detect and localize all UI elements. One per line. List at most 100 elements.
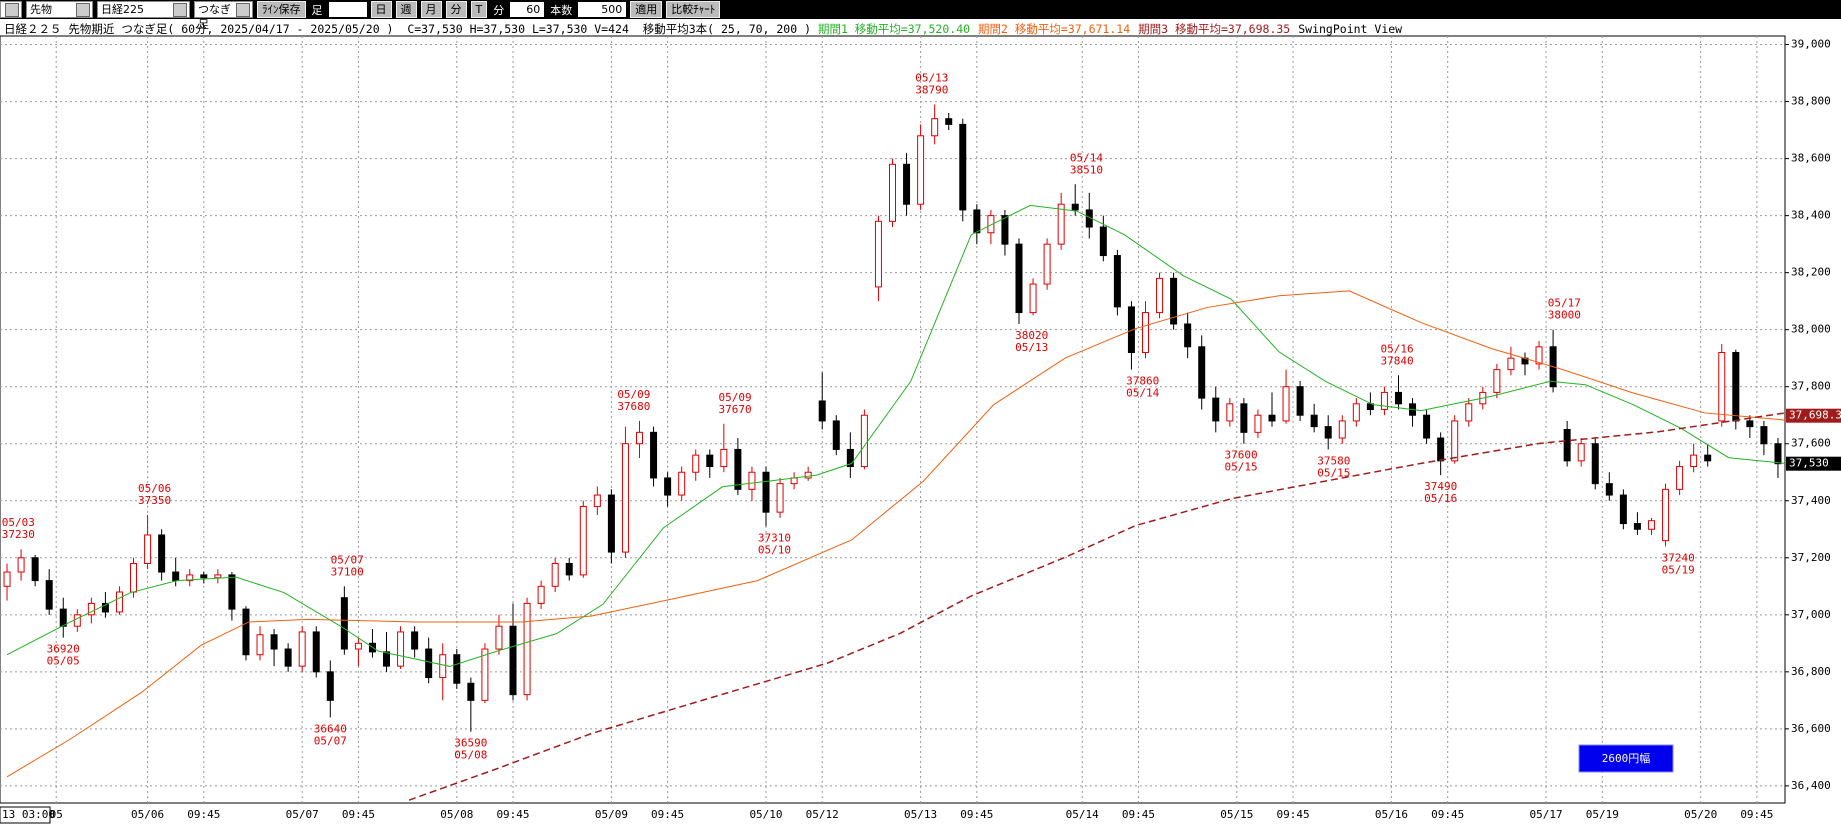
candle-body [1324, 426, 1332, 439]
candle-body [706, 454, 714, 468]
candle-body [495, 625, 503, 650]
swing-date: 05/15 [1225, 461, 1258, 474]
candle-body [551, 562, 559, 587]
candle-body [776, 483, 784, 513]
period-button[interactable]: 分 [445, 1, 467, 18]
candle-body [790, 477, 798, 485]
y-tick-label: 38,800 [1791, 95, 1831, 108]
compare-button[interactable]: 比較ﾁｬｰﾄ [666, 1, 721, 18]
period-button[interactable]: 月 [420, 1, 442, 18]
swing-price: 37350 [138, 494, 171, 507]
price-tag-label: 37,698.35 [1789, 409, 1841, 422]
swing-date: 05/13 [1015, 341, 1048, 354]
candle-body [284, 648, 292, 667]
candle-body [987, 215, 995, 234]
candle-body [101, 602, 109, 613]
x-tick-label: 05/08 [440, 808, 473, 821]
candle-body [1338, 420, 1346, 439]
candle-body [73, 614, 81, 627]
info-line: 日経２２５ 先物期近 つなぎ足( 60分, 2025/04/17 - 2025/… [4, 21, 1402, 37]
x-tick-label: 09:45 [1122, 808, 1155, 821]
candle-body [579, 505, 587, 576]
candle-body [1676, 466, 1684, 490]
count-input[interactable]: 500 [578, 2, 627, 17]
candle-body [1071, 203, 1079, 211]
swing-date: 05/09 [719, 391, 752, 404]
swing-price: 38020 [1015, 329, 1048, 342]
period-button[interactable]: T [470, 1, 488, 18]
candle-body [1619, 494, 1627, 525]
candle-body [87, 602, 95, 616]
candle-body [832, 420, 840, 450]
candle-body [509, 625, 517, 696]
candle-body [818, 400, 826, 422]
swing-date: 05/15 [1317, 466, 1350, 479]
candle-body [692, 454, 700, 473]
candle-body [144, 534, 152, 564]
x-tick-label: 09:45 [187, 808, 220, 821]
candle-body [1268, 414, 1276, 422]
swing-date: 05/07 [314, 734, 347, 747]
candle-body [1690, 454, 1698, 468]
candle-body [326, 671, 334, 701]
candle-body [903, 163, 911, 205]
mode-select[interactable]: つなぎ足 [194, 1, 253, 31]
candle-body [1380, 391, 1388, 411]
candle-body [340, 597, 348, 650]
swing-date: 05/09 [617, 388, 650, 401]
save-button[interactable]: ﾗｲﾝ保存 [257, 1, 306, 18]
price-tag [1786, 456, 1841, 471]
swing-price: 37310 [758, 531, 791, 544]
candle-body [1113, 255, 1121, 308]
candle-body [523, 602, 531, 696]
swing-price: 37600 [1225, 449, 1258, 462]
candle-body [242, 608, 250, 656]
candle-body [1184, 323, 1192, 348]
menu-button[interactable] [0, 1, 22, 18]
market-select[interactable]: 先物 [26, 1, 93, 18]
candle-body [945, 118, 953, 125]
candle-body [1591, 443, 1599, 485]
swing-price: 36590 [454, 737, 487, 750]
range-badge [1578, 744, 1674, 773]
candle-body [917, 135, 925, 205]
candle-body [1170, 277, 1178, 325]
apply-button[interactable]: 適用 [630, 1, 663, 18]
x-tick-label: 09:45 [1277, 808, 1310, 821]
moving-average [6, 290, 1786, 778]
unit-label: 分 [493, 3, 505, 17]
swing-date: 05/06 [138, 482, 171, 495]
candle-body [1198, 346, 1206, 399]
minutes-input[interactable]: 60 [510, 2, 545, 17]
candle-body [1423, 414, 1431, 439]
y-tick-label: 38,000 [1791, 323, 1831, 336]
price-tag-label: 37,530 [1789, 457, 1829, 470]
swing-date: 05/07 [331, 553, 364, 566]
candle-body [846, 448, 854, 468]
swing-price: 37490 [1424, 480, 1457, 493]
candle-body [270, 634, 278, 650]
candle-body [874, 220, 882, 288]
legend-entry: 期間1 移動平均=37,520.40 [817, 22, 971, 36]
period-button[interactable]: 週 [395, 1, 417, 18]
x-tick-label: 05/19 [1586, 808, 1619, 821]
period-button[interactable]: 日 [370, 1, 392, 18]
y-tick-label: 37,600 [1791, 437, 1831, 450]
candle-body [256, 634, 264, 656]
swing-date: 05/16 [1381, 342, 1414, 355]
candle-body [1310, 414, 1318, 428]
y-tick-label: 37,000 [1791, 608, 1831, 621]
candle-body [959, 123, 967, 211]
candle-body [1465, 403, 1473, 422]
candle-body [1633, 523, 1641, 530]
foot-input[interactable] [328, 2, 367, 17]
x-tick-label: 05/20 [1684, 808, 1717, 821]
candle-body [748, 471, 756, 490]
plot-area [0, 35, 1786, 804]
swing-date: 05/19 [1662, 563, 1695, 576]
index-select[interactable]: 日経225 [97, 1, 190, 18]
candle-body [565, 562, 573, 576]
y-tick-label: 37,800 [1791, 380, 1831, 393]
x-tick-label: 05/12 [806, 808, 839, 821]
candle-body [158, 534, 166, 573]
